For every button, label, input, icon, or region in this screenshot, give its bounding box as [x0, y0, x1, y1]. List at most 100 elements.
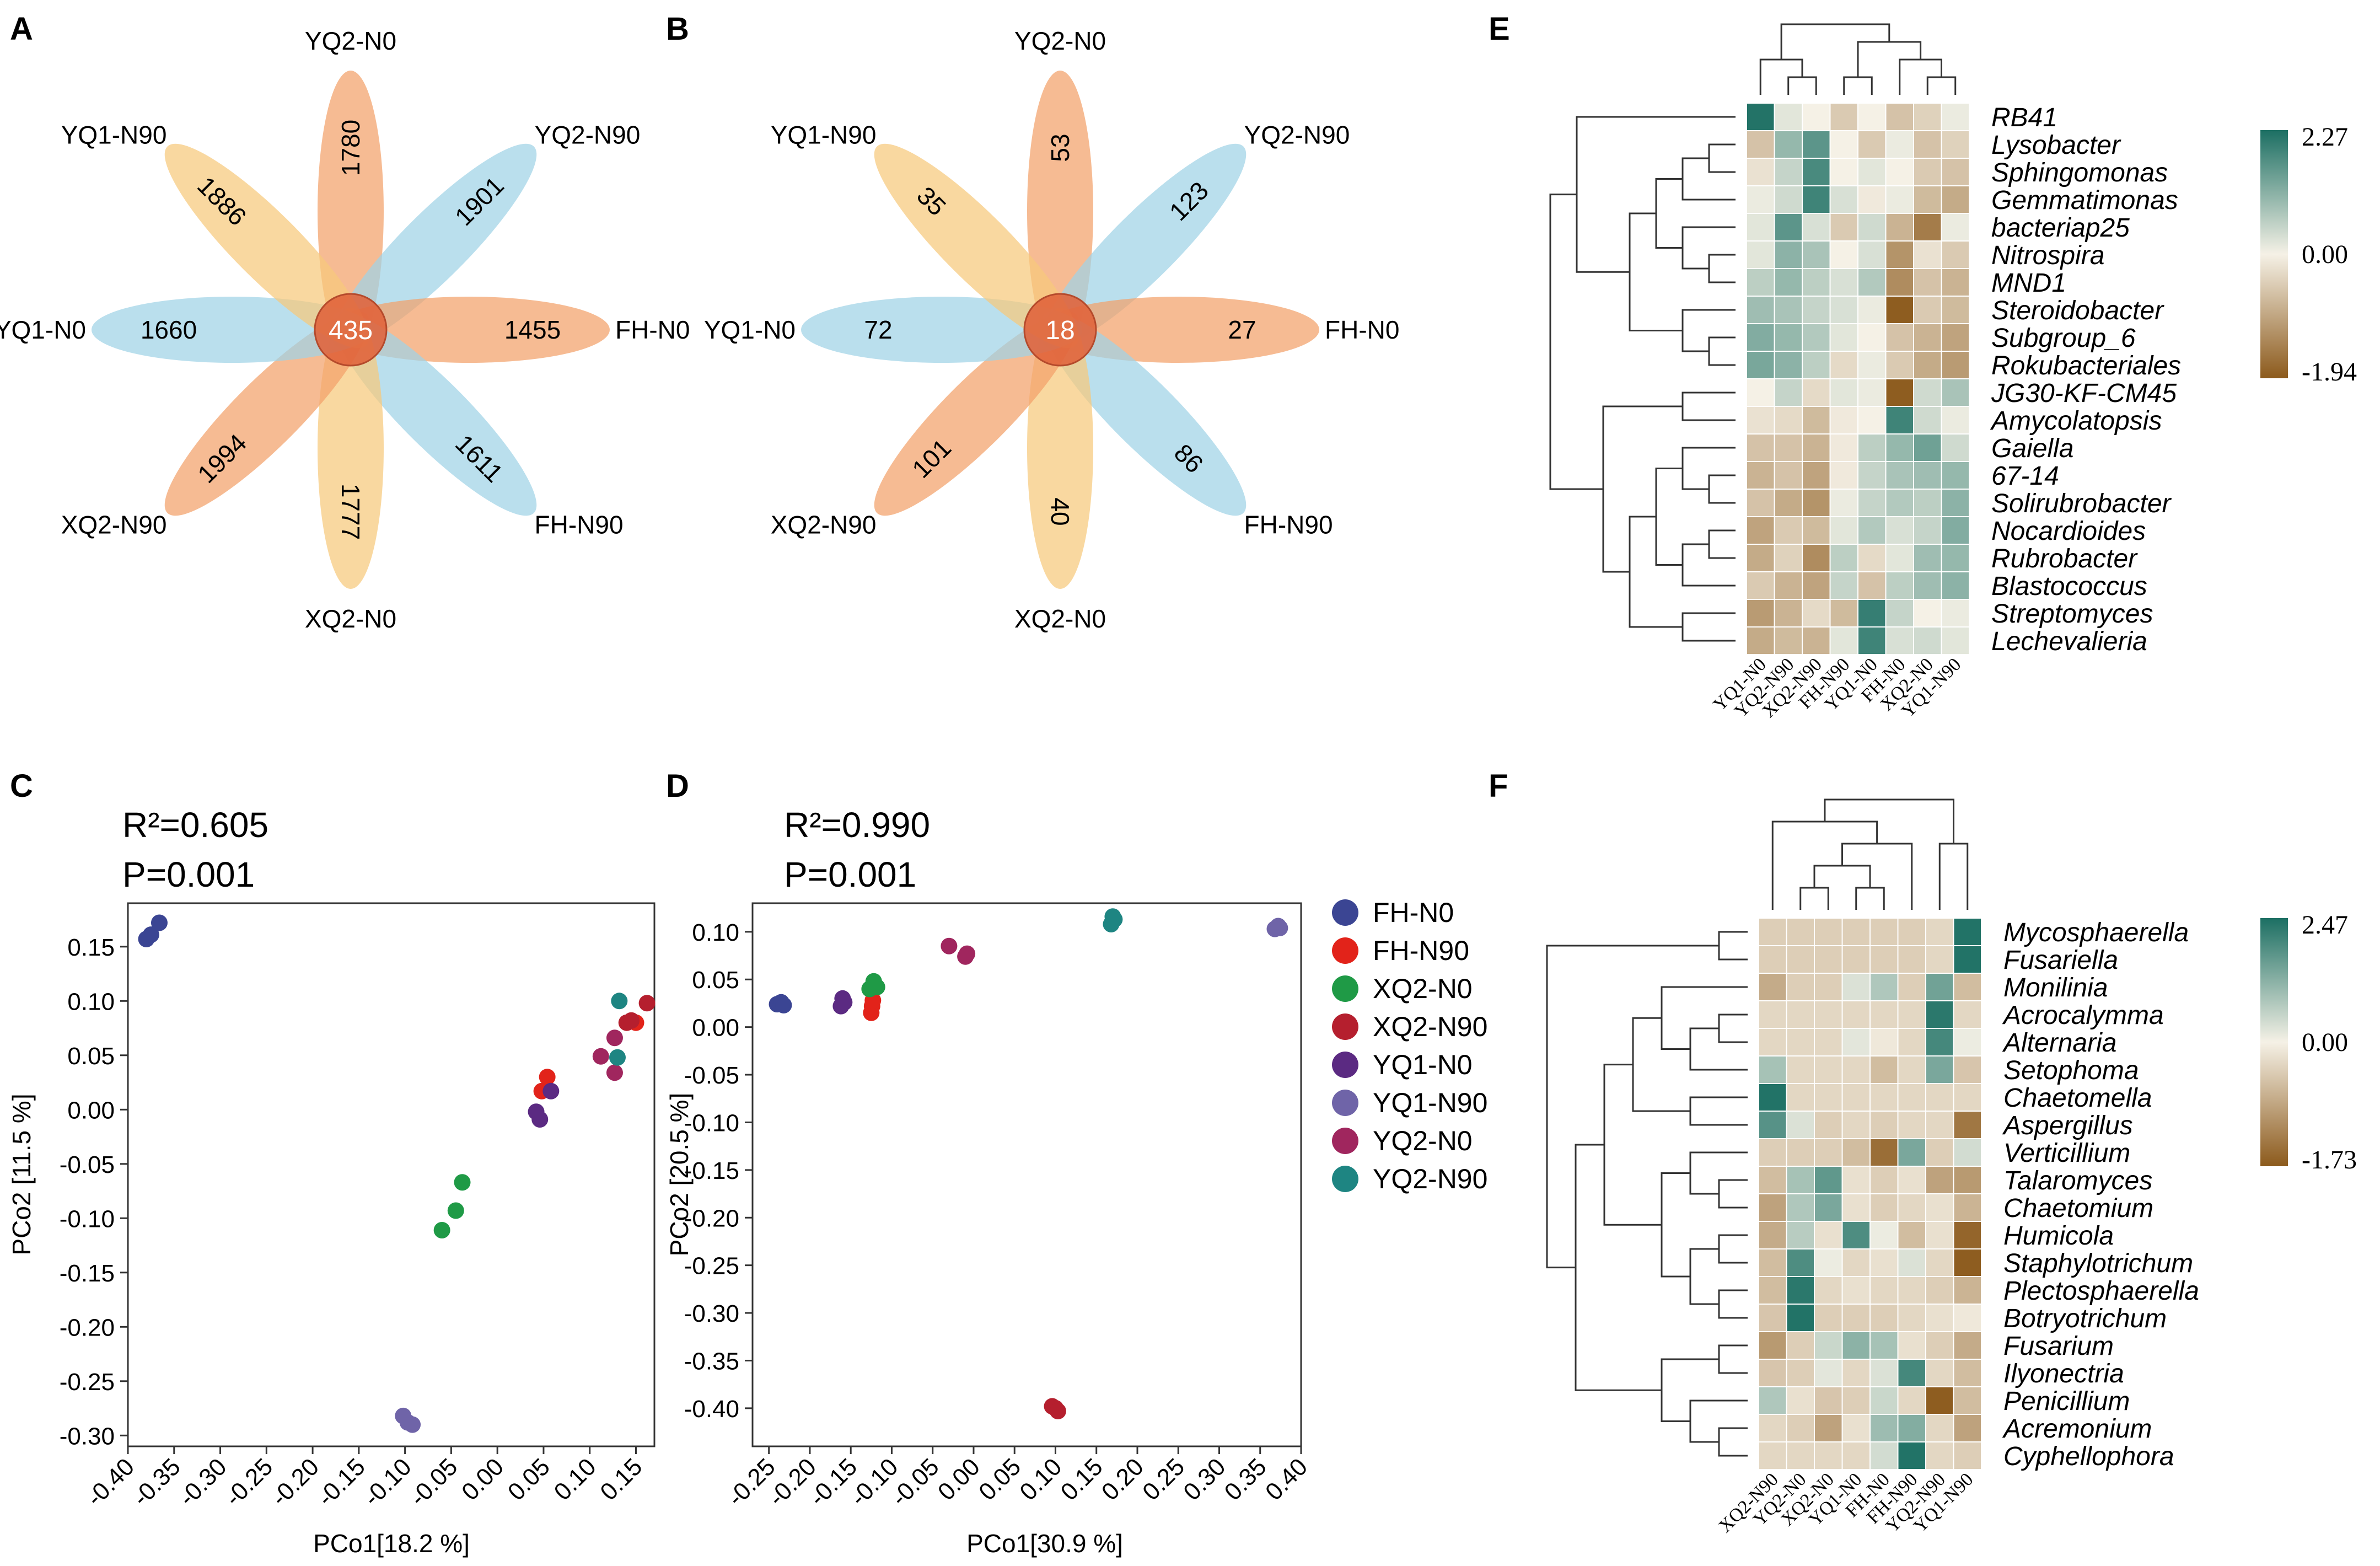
row-dendrogram-branch — [1708, 143, 1736, 173]
heatmap-cell — [1802, 103, 1831, 131]
x-tick-label: -0.20 — [763, 1453, 821, 1511]
column-dendrogram-branch — [1926, 76, 1957, 95]
heatmap-row-label: Gaiella — [1991, 434, 2073, 463]
heatmap-cell — [1829, 406, 1858, 435]
scatter-point — [539, 1069, 556, 1086]
heatmap-row-label: Ilyonectria — [2003, 1359, 2124, 1388]
heatmap-cell — [1941, 406, 1970, 435]
heatmap-cell — [1786, 1111, 1815, 1139]
heatmap-cell — [1829, 516, 1858, 545]
venn-petal-value: 53 — [1046, 133, 1075, 162]
y-tick-label: 0.15 — [67, 934, 115, 961]
legend-label: XQ2-N90 — [1373, 1011, 1487, 1042]
heatmap-cell — [1774, 489, 1803, 517]
x-tick-label: 0.40 — [1260, 1453, 1313, 1505]
heatmap-cell — [1802, 323, 1831, 352]
x-tick-label: 0.30 — [1178, 1453, 1231, 1505]
heatmap-cell — [1829, 351, 1858, 379]
heatmap-cell — [1869, 1193, 1899, 1222]
venn-petal — [164, 143, 369, 348]
heatmap-cell — [1802, 461, 1831, 490]
heatmap-cell — [1869, 918, 1899, 946]
stat-p-d: P=0.001 — [784, 855, 916, 894]
heatmap-cell — [1857, 626, 1887, 655]
heatmap-cell — [1913, 296, 1942, 324]
heatmap-cell — [1758, 918, 1787, 946]
heatmap-cell — [1857, 571, 1887, 600]
heatmap-cell — [1786, 1248, 1815, 1277]
venn-petal-label: YQ1-N90 — [771, 120, 877, 149]
heatmap-cell — [1814, 1111, 1843, 1139]
heatmap-cell — [1897, 1000, 1926, 1029]
column-dendrogram-branch — [1843, 76, 1873, 95]
column-dendrogram-branch — [1938, 843, 1969, 910]
row-dendrogram-branch — [1718, 1234, 1748, 1264]
heatmap-cell — [1786, 1166, 1815, 1194]
heatmap-cell — [1953, 973, 1982, 1001]
heatmap-cell — [1774, 406, 1803, 435]
heatmap-cell — [1786, 1386, 1815, 1415]
scatter-point — [542, 1082, 560, 1100]
venn-petal-value: 1455 — [504, 315, 561, 344]
heatmap-row-label: Chaetomella — [2003, 1084, 2152, 1113]
column-dendrogram-branch — [1841, 843, 1913, 910]
heatmap-cell — [1897, 1414, 1926, 1442]
heatmap-cell — [1885, 599, 1914, 628]
venn-petal-label: YQ1-N0 — [0, 315, 86, 344]
scatter-point — [1106, 911, 1123, 928]
heatmap-cell — [1869, 1331, 1899, 1360]
heatmap-cell — [1897, 1248, 1926, 1277]
heatmap-cell — [1913, 158, 1942, 186]
heatmap-cell — [1953, 1414, 1982, 1442]
color-scale-bar — [2260, 130, 2288, 378]
heatmap-cell — [1841, 1386, 1871, 1415]
heatmap-cell — [1869, 1000, 1899, 1029]
venn-petal-label: YQ2-N0 — [305, 26, 396, 55]
heatmap-cell — [1941, 461, 1970, 490]
heatmap-cell — [1897, 918, 1926, 946]
column-dendrogram-branch — [1824, 798, 1954, 844]
heatmap-cell — [1953, 1055, 1982, 1084]
scatter-point — [775, 996, 792, 1013]
heatmap-cell — [1857, 599, 1887, 628]
row-dendrogram-branch — [1718, 1344, 1748, 1374]
heatmap-row-label: Acremonium — [2002, 1414, 2152, 1444]
heatmap-cell — [1953, 1000, 1982, 1029]
x-tick-label: 0.35 — [1219, 1453, 1272, 1505]
heatmap-cell — [1829, 571, 1858, 600]
color-scale-min: -1.94 — [2302, 357, 2357, 387]
heatmap-cell — [1857, 296, 1887, 324]
heatmap-row-label: Rokubacteriales — [1991, 351, 2181, 380]
scatter-point — [142, 926, 159, 943]
heatmap-row-label: Setophoma — [2003, 1056, 2139, 1085]
heatmap-cell — [1758, 1221, 1787, 1249]
color-scale-bar — [2260, 918, 2288, 1166]
heatmap-cell — [1829, 268, 1858, 297]
heatmap-cell — [1746, 323, 1775, 352]
heatmap-row-label: Solirubrobacter — [1991, 489, 2172, 518]
y-axis-label-d: PCo2 [20.5 %] — [665, 1093, 694, 1257]
y-tick-label: -0.25 — [684, 1253, 739, 1280]
heatmap-row-label: Humicola — [2003, 1221, 2114, 1251]
scatter-point — [623, 1012, 640, 1029]
heatmap-cell — [1869, 1083, 1899, 1112]
heatmap-row-label: Streptomyces — [1991, 599, 2153, 629]
heatmap-cell — [1746, 599, 1775, 628]
heatmap-cell — [1841, 1083, 1871, 1112]
row-dendrogram-branch — [1718, 931, 1748, 961]
heatmap-cell — [1786, 945, 1815, 974]
heatmap-cell — [1869, 1304, 1899, 1332]
heatmap-cell — [1829, 296, 1858, 324]
heatmap-cell — [1746, 240, 1775, 269]
heatmap-cell — [1953, 918, 1982, 946]
venn-petal-label: YQ2-N0 — [1014, 26, 1106, 55]
heatmap-cell — [1885, 296, 1914, 324]
venn-petal-label: XQ2-N90 — [61, 511, 167, 539]
scatter-point — [606, 1029, 623, 1047]
heatmap-cell — [1802, 130, 1831, 159]
heatmap-cell — [1802, 406, 1831, 435]
heatmap-row-label: Fusarium — [2003, 1332, 2114, 1361]
heatmap-cell — [1897, 1331, 1926, 1360]
heatmap-cell — [1857, 461, 1887, 490]
